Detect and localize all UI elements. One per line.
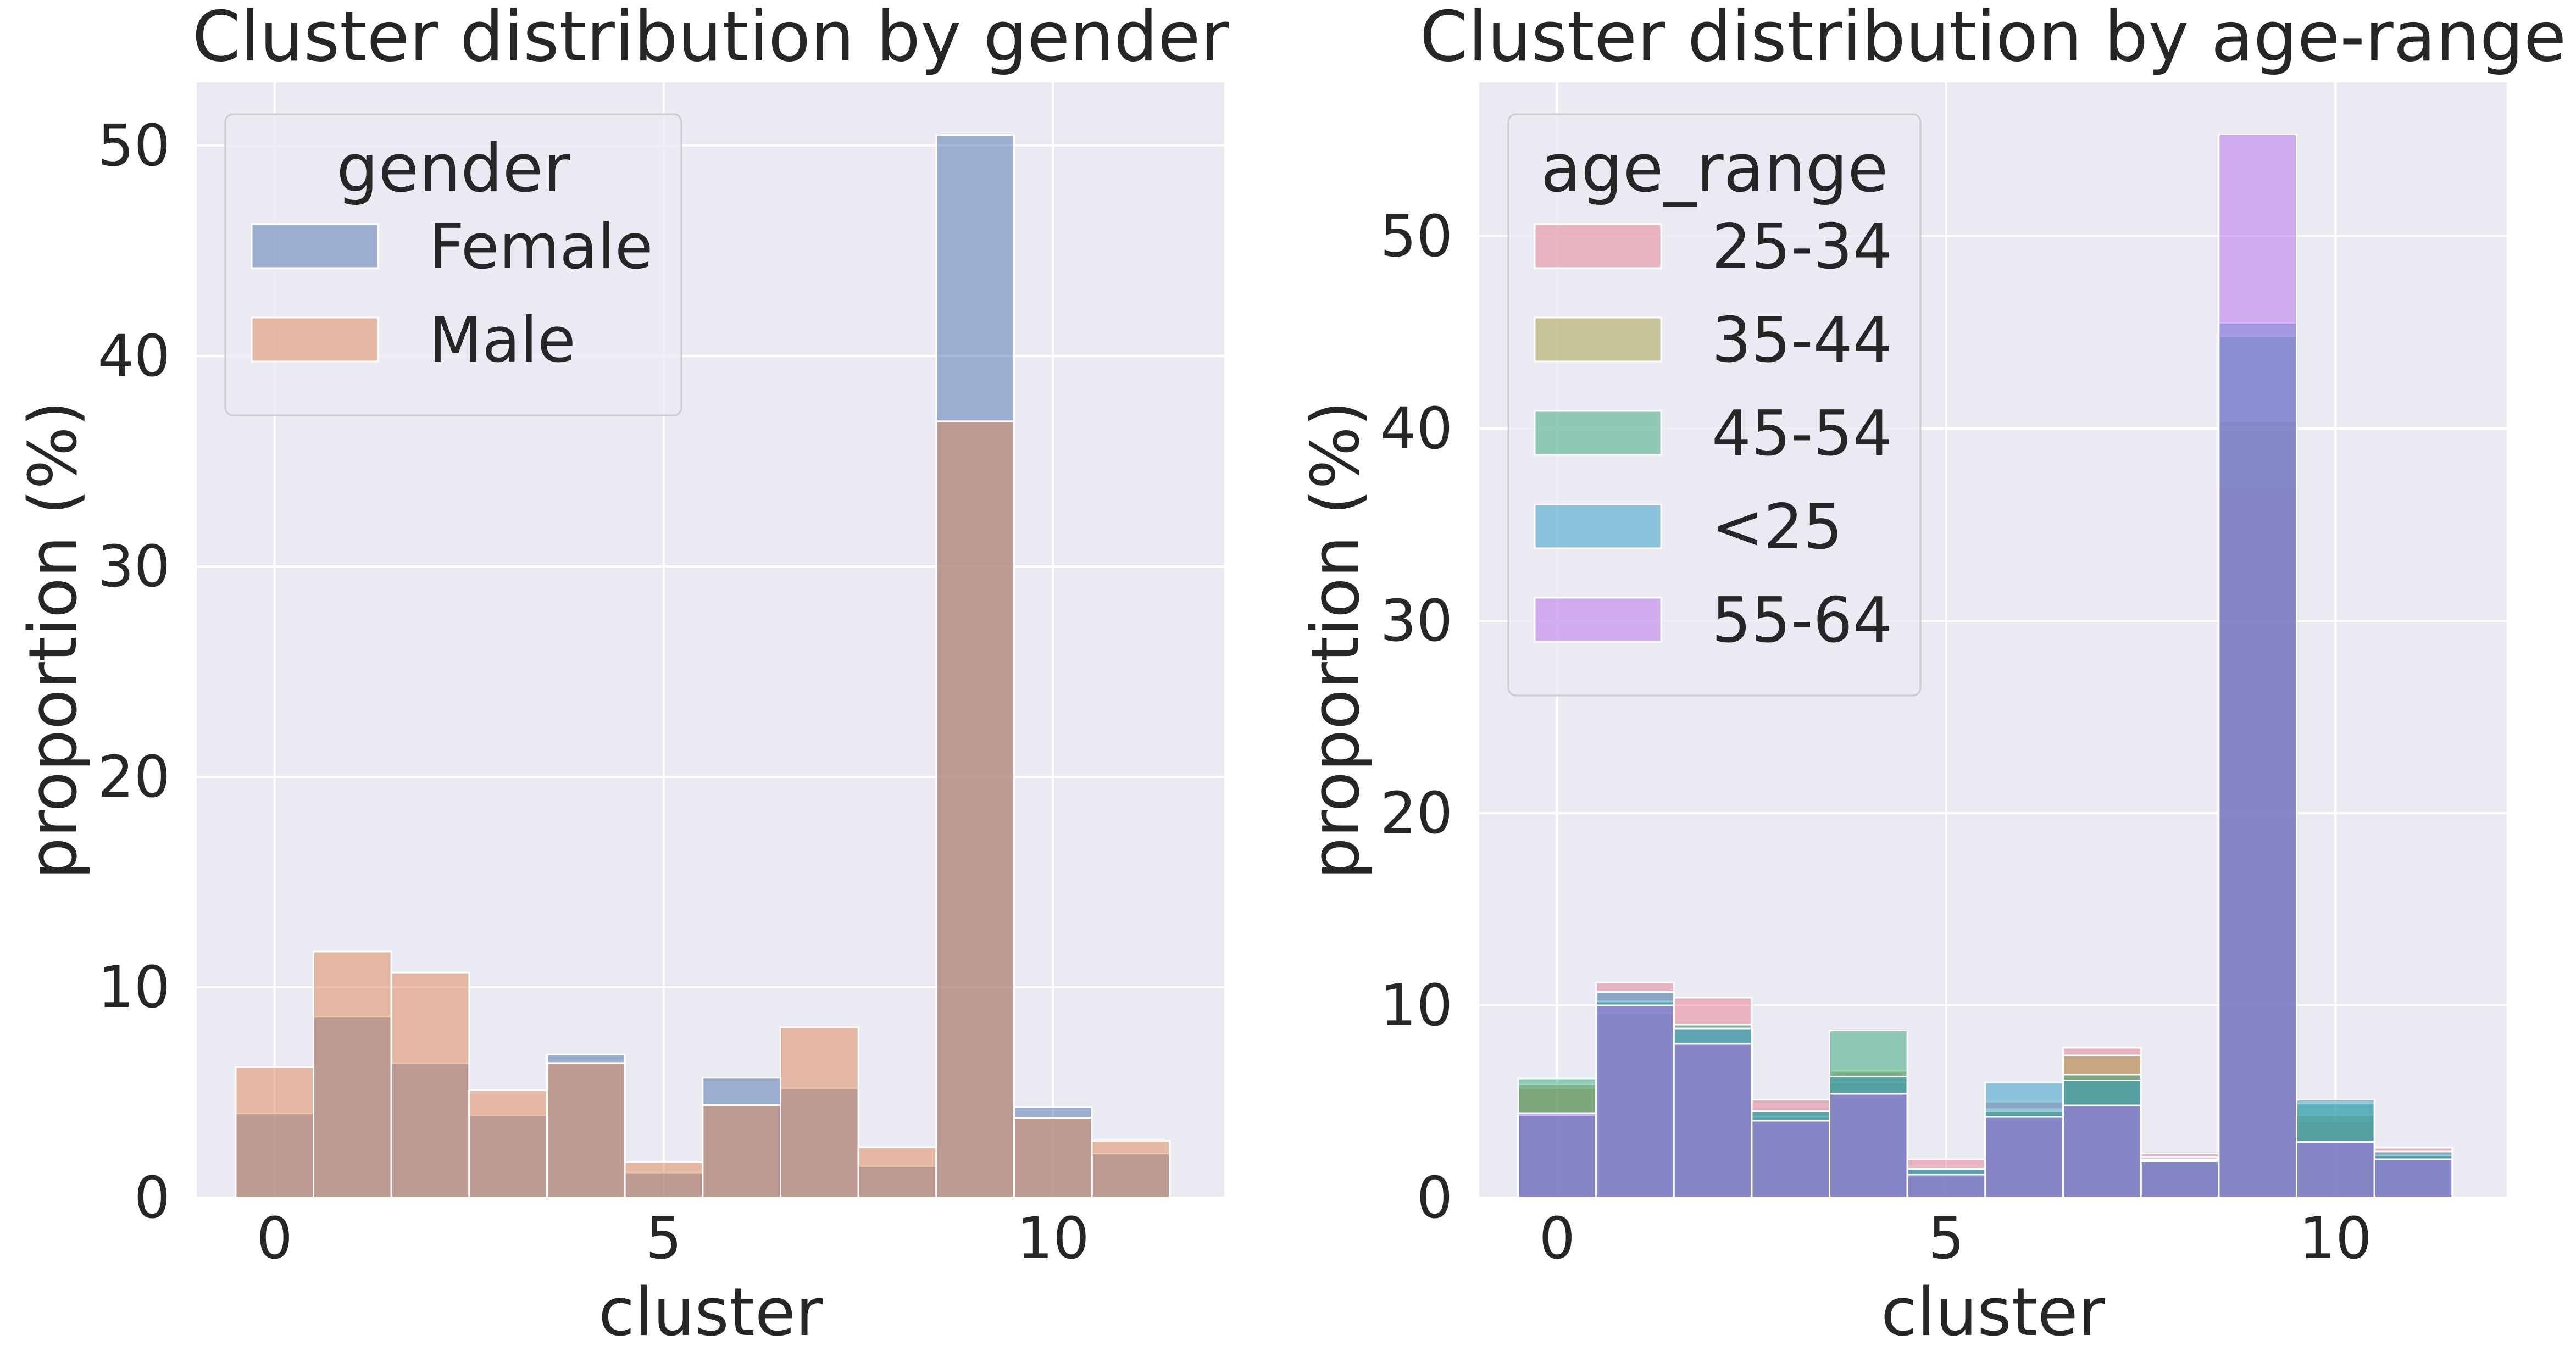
legend-title: age_range (1541, 131, 1888, 207)
legend-label-25-34: 25-34 (1712, 210, 1892, 283)
y-tick-label: 0 (134, 1164, 170, 1231)
y-tick-label: 30 (98, 533, 170, 600)
y-tick-label: 40 (1380, 395, 1453, 462)
x-tick-label: 0 (257, 1205, 293, 1272)
y-tick-label: 20 (98, 743, 170, 810)
y-tick-label: 10 (98, 954, 170, 1021)
bar-male-10 (1013, 1116, 1093, 1199)
bar-55-64-9 (2218, 134, 2297, 1199)
legend-swatch-male (251, 316, 379, 363)
y-tick-label: 30 (1380, 587, 1453, 654)
series-male (235, 420, 1171, 1199)
bar-male-1 (313, 950, 392, 1199)
chart-age-range: 0 5 10 0 10 20 30 40 50 Cluster distribution by a… (1298, 0, 2566, 1351)
legend-label-45-54: 45-54 (1712, 397, 1892, 470)
y-tick-label: 50 (98, 112, 170, 179)
bar-male-5 (624, 1161, 704, 1199)
legend-label-55-64: 55-64 (1712, 584, 1892, 657)
x-tick-label: 10 (2299, 1205, 2372, 1272)
legend-swatch-female (251, 223, 379, 269)
chart-gender: 0 5 10 0 10 20 30 40 50 Cluster distribution by g… (15, 0, 1229, 1351)
legend-label-35-44: 35-44 (1712, 304, 1892, 376)
y-tick-label: 0 (1417, 1164, 1453, 1231)
series-55-64 (1517, 134, 2453, 1199)
bar-55-64-8 (2140, 1160, 2220, 1199)
bar-male-6 (702, 1104, 782, 1199)
bar-male-3 (468, 1089, 548, 1199)
legend-swatch-35-44 (1534, 316, 1662, 363)
legend-swatch-55-64 (1534, 597, 1662, 643)
bar-55-64-2 (1673, 1043, 1753, 1199)
legend-title: gender (336, 131, 570, 207)
legend-label-25: <25 (1712, 491, 1842, 563)
y-tick-label: 20 (1380, 780, 1453, 847)
bar-55-64-11 (2373, 1158, 2453, 1199)
legend-label-female: Female (429, 210, 653, 283)
bar-male-7 (780, 1026, 859, 1199)
legend-label-male: Male (429, 304, 576, 376)
bar-male-8 (857, 1146, 937, 1199)
bar-male-0 (235, 1066, 315, 1199)
bar-55-64-0 (1517, 1112, 1597, 1199)
y-axis-label: proportion (%) (1298, 401, 1374, 880)
bar-male-9 (935, 420, 1015, 1199)
bar-55-64-1 (1595, 1004, 1675, 1199)
x-tick-label: 5 (1928, 1205, 1964, 1272)
chart-title: Cluster distribution by age-range (1420, 0, 2567, 77)
x-tick-label: 0 (1539, 1205, 1575, 1272)
bar-55-64-10 (2296, 1141, 2375, 1199)
legend-swatch-25-34 (1534, 223, 1662, 269)
legend-swatch-25 (1534, 503, 1662, 549)
x-axis-label: cluster (598, 1275, 823, 1351)
x-tick-label: 5 (646, 1205, 682, 1272)
x-axis-label: cluster (1881, 1275, 2106, 1351)
bar-55-64-4 (1829, 1093, 1908, 1199)
y-axis-label: proportion (%) (15, 401, 92, 880)
chart-title: Cluster distribution by gender (192, 0, 1229, 77)
bar-55-64-7 (2062, 1104, 2142, 1199)
bar-male-11 (1091, 1140, 1171, 1199)
bar-55-64-5 (1906, 1174, 1986, 1199)
x-tick-label: 10 (1017, 1205, 1089, 1272)
bar-male-2 (390, 971, 470, 1199)
bar-55-64-6 (1984, 1116, 2064, 1199)
y-tick-label: 10 (1380, 972, 1453, 1039)
bar-55-64-3 (1751, 1120, 1830, 1199)
bar-male-4 (546, 1062, 626, 1199)
legend-swatch-45-54 (1534, 410, 1662, 456)
y-tick-label: 50 (1380, 203, 1453, 270)
y-tick-label: 40 (98, 322, 170, 390)
